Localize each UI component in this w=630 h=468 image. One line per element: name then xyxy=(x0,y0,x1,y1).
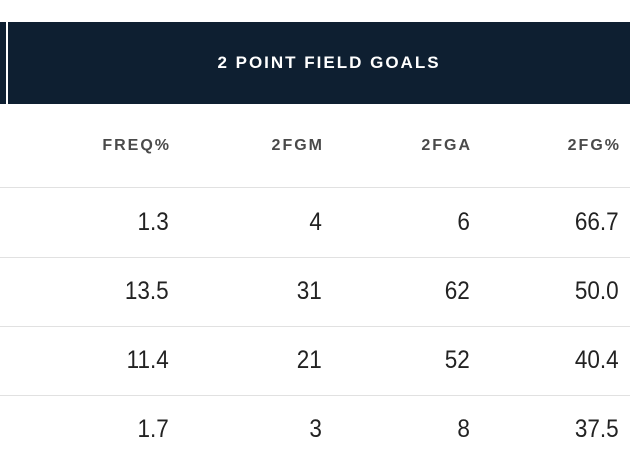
column-header-2fgm[interactable]: 2FGM xyxy=(271,137,324,154)
cell-freq-pct: 1.3 xyxy=(137,208,169,236)
cell-2fga: 8 xyxy=(457,415,470,443)
cell-2fg-pct: 40.4 xyxy=(575,346,619,374)
stats-group-header: 2 POINT FIELD GOALS xyxy=(0,22,630,104)
cell-2fga: 52 xyxy=(444,346,470,374)
group-header-bar xyxy=(0,22,630,104)
cell-2fga: 6 xyxy=(457,208,470,236)
column-header-2fga[interactable]: 2FGA xyxy=(421,137,472,154)
column-header-2fg-pct[interactable]: 2FG% xyxy=(567,137,621,154)
column-header-freq-pct[interactable]: FREQ% xyxy=(102,137,171,154)
cell-2fgm: 31 xyxy=(296,277,322,305)
cell-2fgm: 3 xyxy=(309,415,322,443)
cell-freq-pct: 11.4 xyxy=(126,346,169,374)
cell-2fg-pct: 37.5 xyxy=(575,415,619,443)
table-row: 1.3 4 6 66.7 xyxy=(0,188,630,258)
column-header-row: FREQ% 2FGM 2FGA 2FG% xyxy=(0,104,630,188)
table-row: 13.5 31 62 50.0 xyxy=(0,257,630,327)
cell-2fg-pct: 50.0 xyxy=(575,277,619,305)
cell-freq-pct: 13.5 xyxy=(125,277,169,305)
cell-2fgm: 4 xyxy=(309,208,322,236)
cell-freq-pct: 1.7 xyxy=(137,415,169,443)
cell-2fgm: 21 xyxy=(296,346,322,374)
cell-2fg-pct: 66.7 xyxy=(575,208,619,236)
table-row: 1.7 3 8 37.5 xyxy=(0,395,630,464)
table-row: 11.4 21 52 40.4 xyxy=(0,326,630,396)
cell-2fga: 62 xyxy=(444,277,470,305)
group-header-left-divider xyxy=(0,22,8,104)
group-header-title: 2 POINT FIELD GOALS xyxy=(217,53,441,72)
